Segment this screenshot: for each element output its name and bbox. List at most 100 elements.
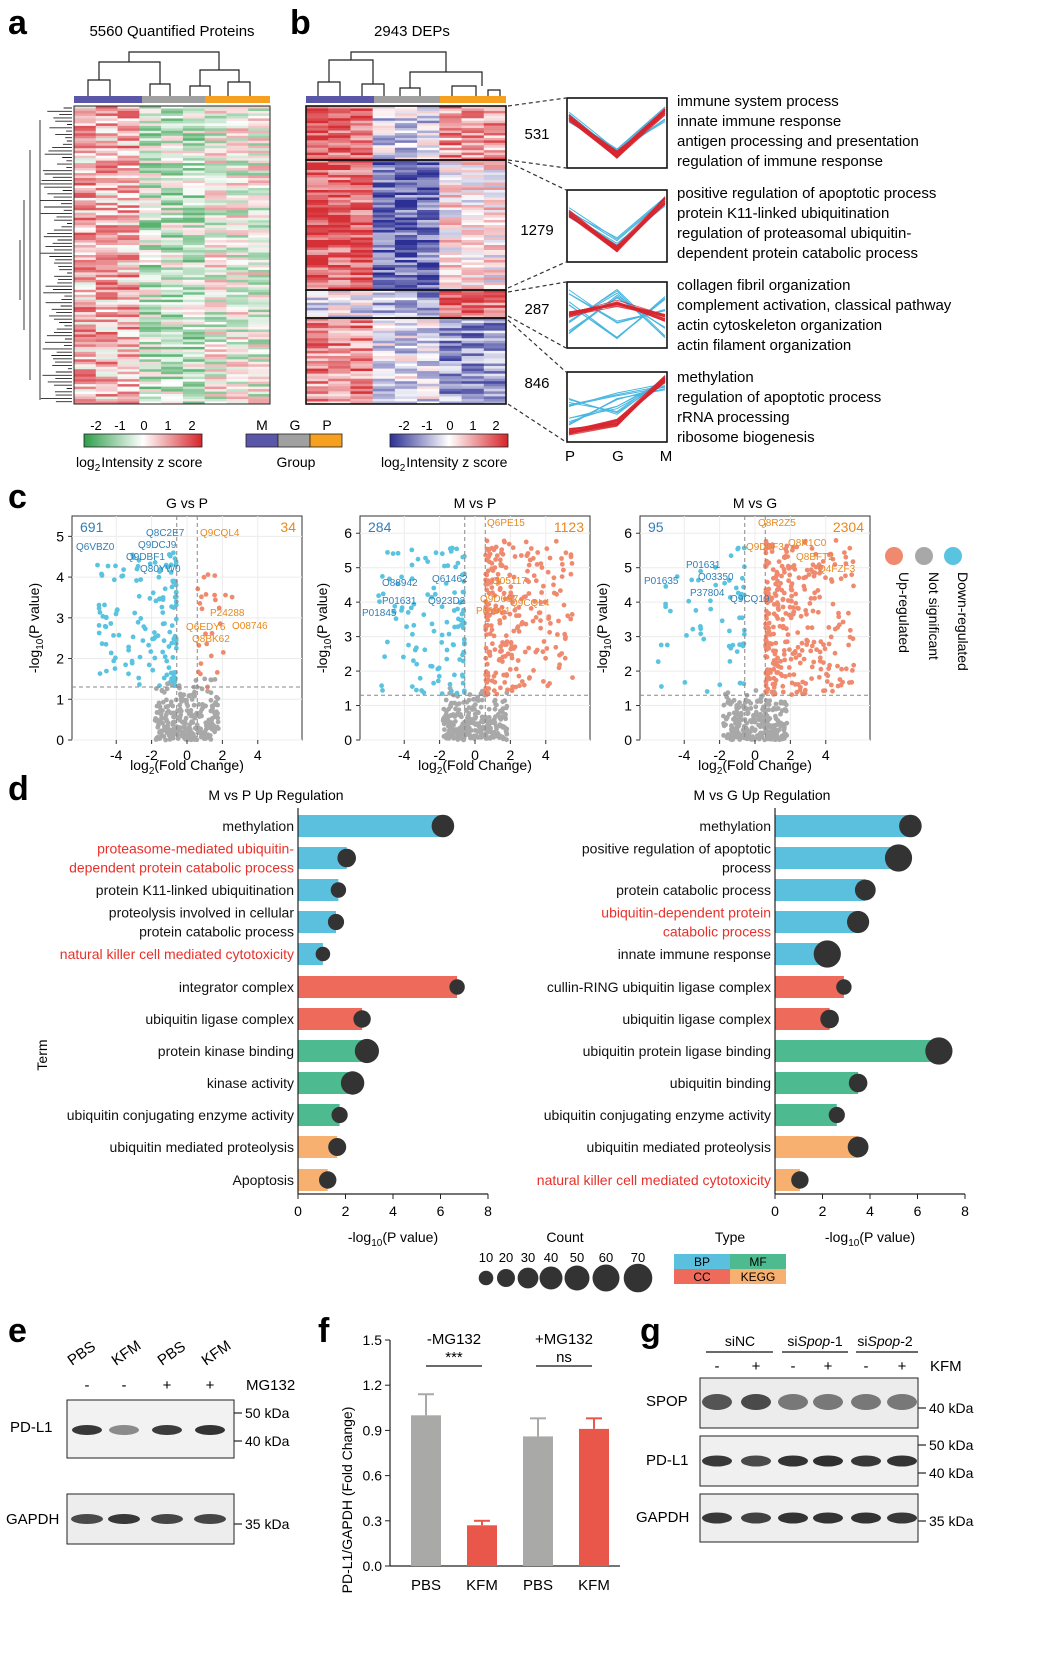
heatmap-cell bbox=[161, 237, 184, 241]
heatmap-cell bbox=[161, 187, 184, 191]
point-up bbox=[538, 561, 544, 566]
heatmap-cell bbox=[74, 264, 97, 268]
heatmap-cell bbox=[328, 128, 351, 131]
point-up bbox=[484, 538, 490, 544]
heatmap-cell bbox=[372, 177, 396, 181]
heatmap-cell bbox=[182, 207, 205, 211]
heatmap-cell bbox=[439, 227, 462, 231]
heatmap-cell bbox=[139, 262, 162, 266]
heatmap-cell bbox=[248, 349, 271, 353]
heatmap-cell bbox=[74, 312, 97, 315]
count-legend-label: 30 bbox=[521, 1250, 535, 1265]
heatmap-cell bbox=[182, 245, 205, 248]
point-up bbox=[507, 667, 513, 672]
heatmap-cell bbox=[248, 123, 271, 127]
heatmap-cell bbox=[328, 348, 351, 352]
point-ns bbox=[186, 724, 192, 730]
heatmap-cell bbox=[248, 148, 271, 151]
heatmap-cell bbox=[95, 247, 118, 251]
heatmap-cell bbox=[95, 200, 118, 204]
heatmap-cell bbox=[306, 310, 329, 314]
heatmap-cell bbox=[394, 230, 418, 233]
panel-b-cluster-frames bbox=[305, 105, 507, 405]
panel-d: d Term M vs P Up Regulationmethylationpr… bbox=[8, 770, 969, 1293]
point-ns bbox=[470, 707, 475, 712]
heatmap-cell bbox=[417, 295, 440, 298]
point-down bbox=[735, 590, 741, 596]
heatmap-cell bbox=[139, 354, 162, 358]
heatmap-cell bbox=[394, 140, 418, 144]
heatmap-cell bbox=[328, 305, 351, 309]
heatmap-cell bbox=[328, 353, 351, 357]
point-down bbox=[421, 612, 427, 618]
point-up bbox=[807, 601, 813, 606]
x-tick-label: 2 bbox=[786, 747, 794, 763]
heatmap-cell bbox=[461, 272, 485, 276]
point-ns bbox=[765, 717, 771, 723]
point-down bbox=[704, 689, 710, 694]
point-down bbox=[444, 619, 450, 625]
heatmap-cell bbox=[204, 302, 227, 305]
heatmap-cell bbox=[248, 237, 271, 241]
protein-label: Q8C2E7 bbox=[146, 528, 185, 539]
heatmap-cell bbox=[439, 323, 462, 326]
heatmap-cell bbox=[139, 237, 162, 241]
enrichment-bar bbox=[775, 1136, 859, 1158]
point-up bbox=[494, 553, 500, 558]
heatmap-cell bbox=[182, 133, 205, 137]
point-up bbox=[507, 572, 513, 578]
enrichment-bar bbox=[775, 879, 866, 901]
heatmap-cell bbox=[372, 361, 396, 364]
point-up bbox=[517, 683, 522, 689]
heatmap-cell bbox=[95, 145, 118, 149]
enrichment-bar bbox=[775, 1072, 859, 1094]
point-down bbox=[123, 662, 128, 668]
heatmap-cell bbox=[350, 305, 373, 309]
heatmap-cell bbox=[161, 366, 184, 370]
trend-axis-label: P bbox=[565, 448, 575, 465]
point-up bbox=[763, 679, 769, 684]
heatmap-cell bbox=[483, 135, 507, 139]
heatmap-cell bbox=[350, 328, 373, 331]
heatmap-cell bbox=[226, 163, 249, 166]
heatmap-cell bbox=[306, 393, 329, 397]
heatmap-cell bbox=[248, 242, 271, 246]
heatmap-cell bbox=[248, 314, 271, 318]
point-up bbox=[798, 613, 804, 619]
heatmap-cell bbox=[394, 220, 418, 223]
enrichment-bar bbox=[775, 943, 828, 965]
heatmap-cell bbox=[74, 240, 97, 243]
heatmap-cell bbox=[95, 212, 118, 216]
heatmap-cell bbox=[74, 168, 97, 171]
heatmap-cell bbox=[74, 187, 97, 191]
point-down bbox=[696, 577, 701, 583]
heatmap-cell bbox=[394, 267, 418, 271]
heatmap-cell bbox=[417, 115, 440, 119]
point-ns bbox=[170, 722, 176, 727]
heatmap-cell bbox=[74, 148, 97, 151]
heatmap-cell bbox=[139, 339, 162, 343]
point-up bbox=[850, 668, 855, 673]
panel-a-group-bar-g bbox=[142, 96, 205, 103]
heatmap-cell bbox=[439, 398, 462, 402]
heatmap-cell bbox=[182, 250, 205, 253]
heatmap-cell bbox=[248, 195, 271, 199]
heatmap-cell bbox=[161, 309, 184, 313]
heatmap-cell bbox=[483, 338, 507, 342]
heatmap-cell bbox=[248, 113, 271, 117]
heatmap-cell bbox=[161, 297, 184, 300]
heatmap-cell bbox=[306, 398, 329, 402]
heatmap-cell bbox=[161, 346, 184, 350]
term-label: cullin-RING ubiquitin ligase complex bbox=[547, 979, 771, 995]
heatmap-cell bbox=[248, 369, 271, 373]
heatmap-cell bbox=[372, 197, 396, 201]
g-group-label: siNC bbox=[725, 1333, 755, 1349]
point-up bbox=[487, 631, 493, 637]
term-label: ubiquitin conjugating enzyme activity bbox=[67, 1107, 294, 1123]
heatmap-cell bbox=[139, 252, 162, 256]
heatmap-cell bbox=[204, 200, 227, 204]
heatmap-cell bbox=[182, 178, 205, 181]
point-down bbox=[147, 596, 153, 601]
heatmap-cell bbox=[394, 133, 418, 136]
point-down bbox=[162, 654, 168, 660]
